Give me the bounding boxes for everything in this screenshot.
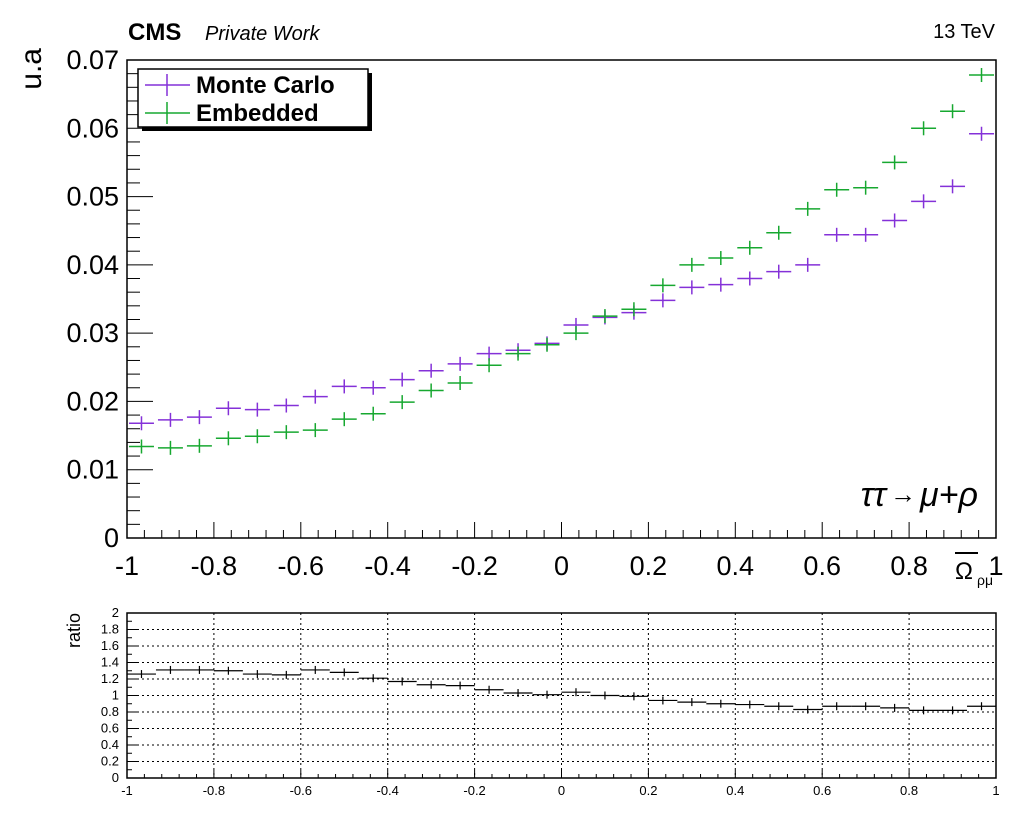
main-plot-frame [126, 59, 997, 539]
y-tick-label: 0.01 [66, 455, 119, 485]
ratio-y-tick-label: 2 [112, 605, 119, 620]
ratio-y-tick-label: 0.4 [101, 737, 119, 752]
ratio-y-tick-label: 1.6 [101, 638, 119, 653]
ratio-x-tick-label: -1 [121, 783, 133, 798]
y-tick-label: 0.04 [66, 250, 119, 280]
ratio-y-tick-label: 0.8 [101, 704, 119, 719]
ratio-y-axis-label: ratio [64, 613, 84, 648]
legend-label-monte-carlo: Monte Carlo [196, 72, 335, 99]
ratio-series-markers [127, 665, 996, 715]
x-tick-label: 0.4 [717, 551, 755, 581]
legend-label-embedded: Embedded [196, 100, 319, 127]
x-tick-label: -0.2 [451, 551, 498, 581]
ratio-y-tick-label: 1.4 [101, 655, 119, 670]
x-tick-label: -1 [115, 551, 139, 581]
ratio-y-tick-label: 1.8 [101, 622, 119, 637]
y-tick-label: 0.07 [66, 45, 119, 75]
ratio-y-tick-label: 1.2 [101, 671, 119, 686]
process-annotation-initial: ττ [861, 476, 889, 514]
x-tick-label: -0.6 [278, 551, 325, 581]
private-work-label: Private Work [205, 23, 320, 45]
energy-label: 13 TeV [933, 21, 996, 43]
y-tick-label: 0.02 [66, 386, 119, 416]
ratio-y-tick-label: 1 [112, 688, 119, 703]
ratio-x-tick-label: -0.2 [463, 783, 485, 798]
x-tick-label: 0 [554, 551, 569, 581]
main-y-axis-label: u.a [15, 48, 48, 90]
y-tick-label: 0.05 [66, 182, 119, 212]
ratio-x-tick-label: 1 [992, 783, 999, 798]
ratio-y-tick-label: 0 [112, 770, 119, 785]
process-annotation-final: μ+ρ [919, 476, 978, 514]
main-series-markers [129, 68, 994, 455]
main-x-axis-label: Ω [955, 558, 973, 585]
y-tick-label: 0.03 [66, 318, 119, 348]
ratio-grid [127, 613, 996, 778]
main-axis-ticks: -1 -0.8 -0.6 -0.4 -0.2 0 0.2 0.4 0.6 0.8 1 0 0.01 0.0… [66, 45, 1003, 581]
ratio-x-tick-label: 0.2 [639, 783, 657, 798]
legend: Monte Carlo Embedded [137, 68, 372, 131]
ratio-axis-ticks: -1 -0.8 -0.6 -0.4 -0.2 0 0.2 0.4 0.6 0.8 100.20.40… [101, 605, 1000, 798]
ratio-x-tick-label: -0.6 [290, 783, 312, 798]
main-plot: -1 -0.8 -0.6 -0.4 -0.2 0 0.2 0.4 0.6 0.8 1 0 0.01 0.0… [15, 45, 1004, 588]
process-annotation-arrow: → [890, 479, 916, 509]
ratio-plot: -1 -0.8 -0.6 -0.4 -0.2 0 0.2 0.4 0.6 0.8 100.20.40… [64, 605, 1000, 798]
ratio-x-tick-label: -0.8 [203, 783, 225, 798]
ratio-x-tick-label: 0.8 [900, 783, 918, 798]
x-tick-label: 0.6 [803, 551, 841, 581]
ratio-y-tick-label: 0.6 [101, 721, 119, 736]
ratio-y-tick-label: 0.2 [101, 754, 119, 769]
x-tick-label: 1 [988, 551, 1003, 581]
ratio-x-tick-label: 0.4 [726, 783, 744, 798]
y-tick-label: 0.06 [66, 113, 119, 143]
x-tick-label: -0.4 [364, 551, 411, 581]
x-tick-label: 0.8 [890, 551, 928, 581]
main-x-axis-label-subscript: ρμ [977, 572, 993, 588]
experiment-label: CMS [128, 19, 181, 46]
x-tick-label: -0.8 [191, 551, 238, 581]
x-tick-label: 0.2 [630, 551, 668, 581]
ratio-x-tick-label: -0.4 [376, 783, 398, 798]
y-tick-label: 0 [104, 523, 119, 553]
legend-box [137, 68, 369, 128]
ratio-x-tick-label: 0 [558, 783, 565, 798]
ratio-x-tick-label: 0.6 [813, 783, 831, 798]
process-annotation: ττ → μ+ρ [861, 476, 978, 514]
